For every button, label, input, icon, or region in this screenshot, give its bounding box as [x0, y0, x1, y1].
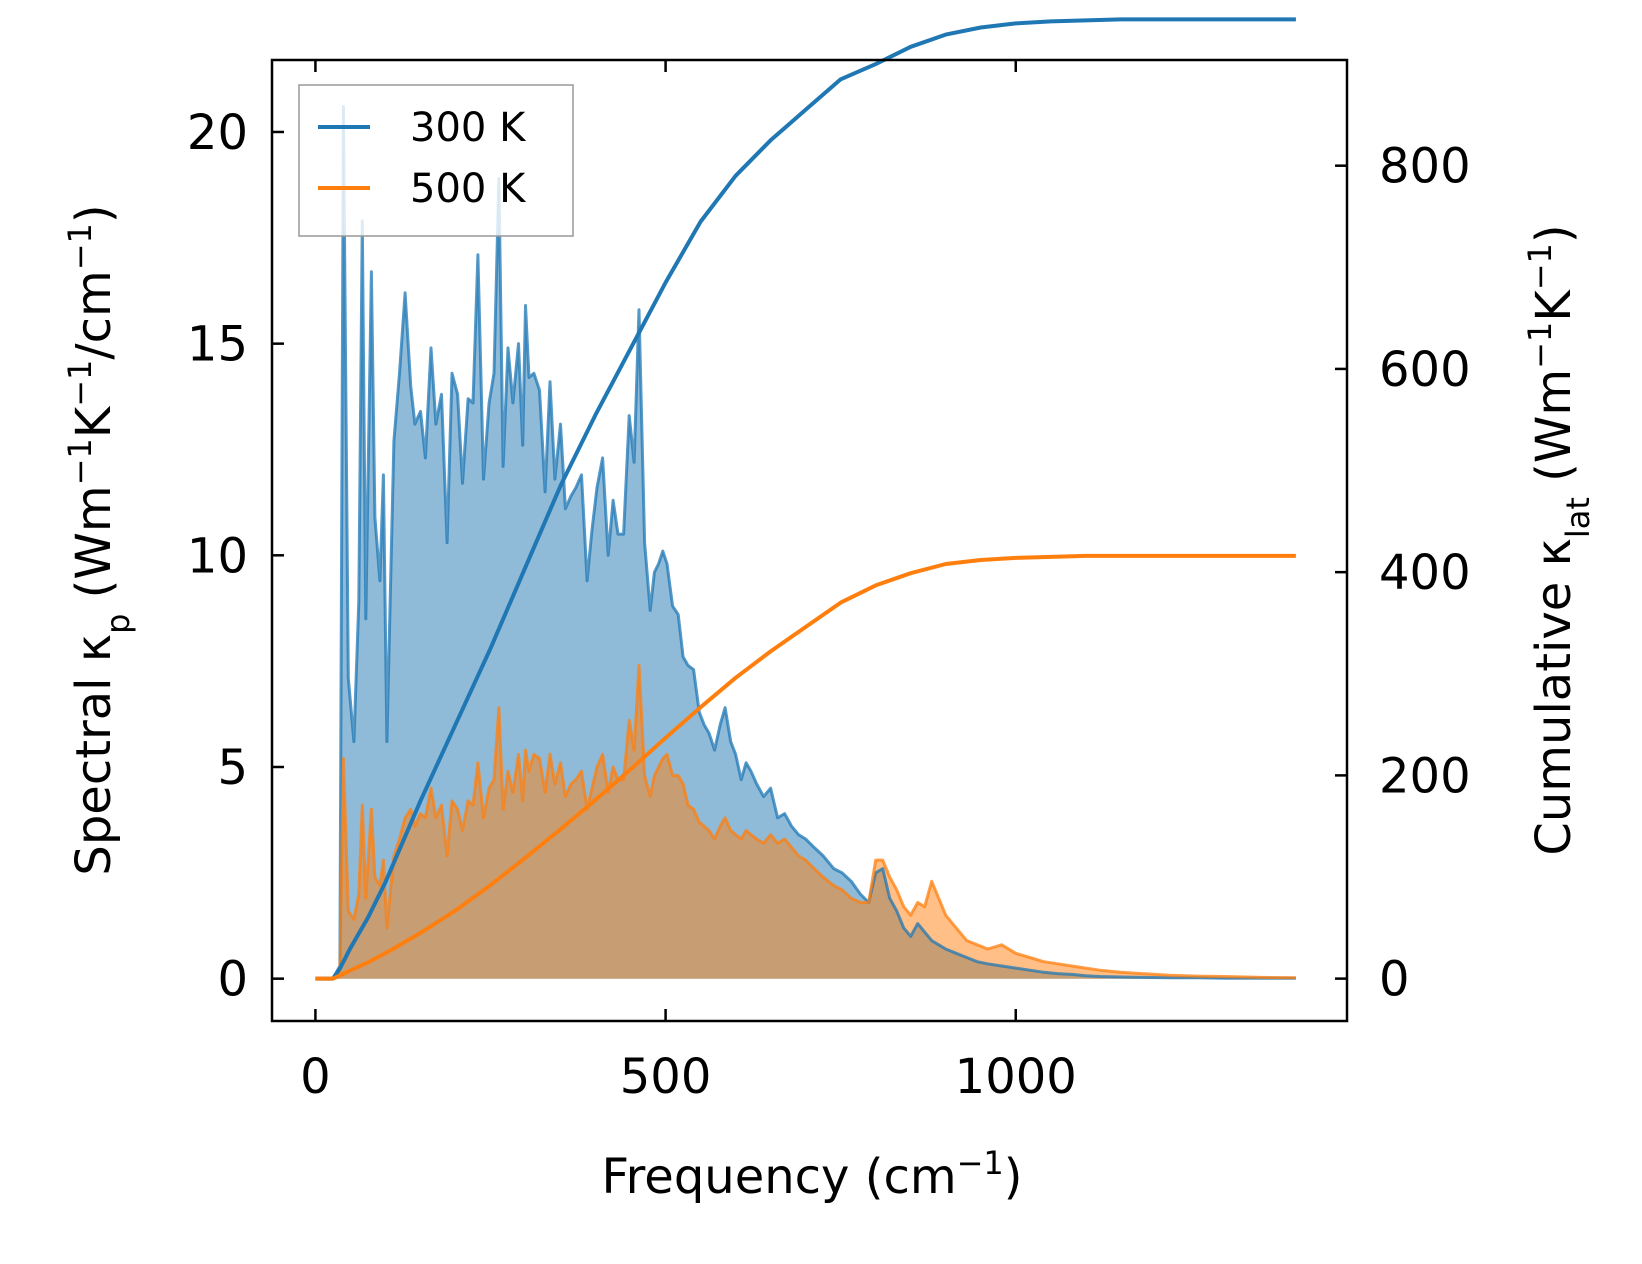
y-right-tick-label: 600 — [1379, 342, 1471, 398]
cumulative-lines — [315, 17, 1296, 981]
legend-label-300k: 300 K — [410, 105, 527, 151]
spectral-area-300-k — [322, 106, 1296, 979]
x-axis-label: Frequency (cm−1) — [601, 1144, 1022, 1205]
y-right-tick-label: 800 — [1379, 139, 1471, 195]
x-tick-label: 0 — [300, 1049, 331, 1105]
y-right-axis-label: Cumulative κlat (Wm−1K−1) — [1521, 224, 1597, 855]
y-left-axis-label: Spectral κp (Wm−1K−1/cm−1) — [61, 204, 137, 875]
y-right-tick-label: 200 — [1379, 748, 1471, 804]
spectral-fills — [322, 106, 1296, 979]
x-tick-label: 1000 — [955, 1049, 1077, 1105]
y-left-tick-label: 10 — [187, 528, 248, 584]
x-tick-label: 500 — [620, 1049, 712, 1105]
cumulative-line-300-k — [315, 17, 1296, 981]
y-left-tick-label: 15 — [187, 317, 248, 373]
y-right-tick-label: 400 — [1379, 545, 1471, 601]
legend-label-500k: 500 K — [410, 166, 527, 212]
spectral-area-500-k — [322, 665, 1296, 979]
plot-frame — [270, 58, 1349, 1023]
spectral-line-300-k — [322, 105, 1296, 981]
y-left-tick-label: 20 — [187, 105, 248, 161]
spectral-lines — [322, 105, 1296, 981]
axis-ticks — [272, 60, 1347, 1021]
spectral-line-500-k — [322, 663, 1296, 981]
y-left-tick-label: 5 — [217, 740, 248, 796]
legend-box — [298, 84, 574, 237]
y-right-tick-label: 0 — [1379, 952, 1410, 1008]
legend: 300 K 500 K — [298, 84, 574, 237]
cumulative-line-500-k — [315, 553, 1296, 981]
y-left-tick-label: 0 — [217, 952, 248, 1008]
